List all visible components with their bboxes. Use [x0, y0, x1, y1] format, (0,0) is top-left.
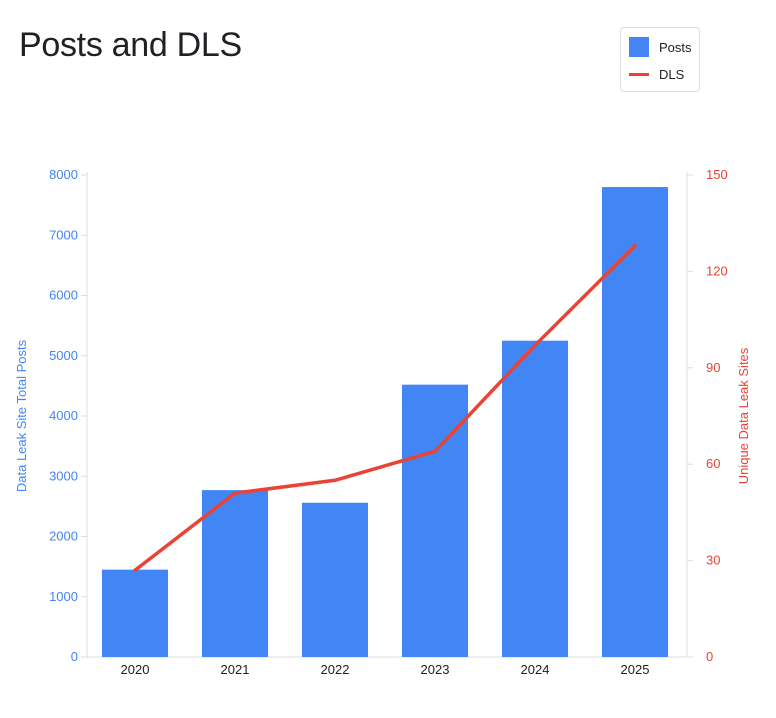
legend-swatch-dls — [629, 73, 649, 76]
y-left-tick-label: 0 — [71, 649, 78, 664]
x-tick-label: 2024 — [521, 662, 550, 677]
y-right-tick-label: 30 — [706, 553, 720, 568]
y-right-tick-label: 0 — [706, 649, 713, 664]
y-left-tick-label: 1000 — [49, 589, 78, 604]
legend-label-posts: Posts — [659, 39, 692, 55]
point-dls-2021 — [233, 491, 237, 495]
x-tick-label: 2022 — [321, 662, 350, 677]
y-left-tick-label: 6000 — [49, 288, 78, 303]
bar-posts-2021 — [202, 490, 268, 657]
y-right-tick-label: 120 — [706, 263, 728, 278]
y-left-tick-label: 7000 — [49, 227, 78, 242]
point-dls-2023 — [433, 449, 437, 453]
legend-label-dls: DLS — [659, 67, 685, 82]
line-dls — [133, 243, 637, 572]
y-left-tick-label: 3000 — [49, 468, 78, 483]
legend-item-posts[interactable]: Posts — [629, 37, 692, 57]
y-left-tick-label: 5000 — [49, 348, 78, 363]
y-right-tick-label: 90 — [706, 360, 720, 375]
legend-swatch-posts — [629, 37, 649, 57]
y-right-tick-label: 60 — [706, 456, 720, 471]
bar-posts-2024 — [502, 340, 568, 657]
bar-posts-2025 — [602, 187, 668, 658]
bar-posts-2022 — [302, 502, 368, 657]
legend: Posts DLS — [620, 27, 700, 92]
y-left-tick-label: 2000 — [49, 529, 78, 544]
x-tick-label: 2021 — [221, 662, 250, 677]
x-tick-label: 2023 — [421, 662, 450, 677]
point-dls-2020 — [133, 568, 137, 572]
point-dls-2022 — [333, 478, 337, 482]
y-left-axis-title: Data Leak Site Total Posts — [14, 339, 29, 492]
x-tick-label: 2025 — [621, 662, 650, 677]
y-right-axis-title: Unique Data Leak Sites — [736, 347, 751, 484]
point-dls-2025 — [633, 244, 637, 248]
y-left-tick-label: 8000 — [49, 167, 78, 182]
x-tick-label: 2020 — [121, 662, 150, 677]
y-left-tick-label: 4000 — [49, 408, 78, 423]
bar-posts-2020 — [102, 569, 168, 657]
legend-item-dls[interactable]: DLS — [629, 67, 684, 82]
y-right-tick-label: 150 — [706, 167, 728, 182]
point-dls-2024 — [533, 343, 537, 347]
chart-title: Posts and DLS — [19, 26, 242, 64]
